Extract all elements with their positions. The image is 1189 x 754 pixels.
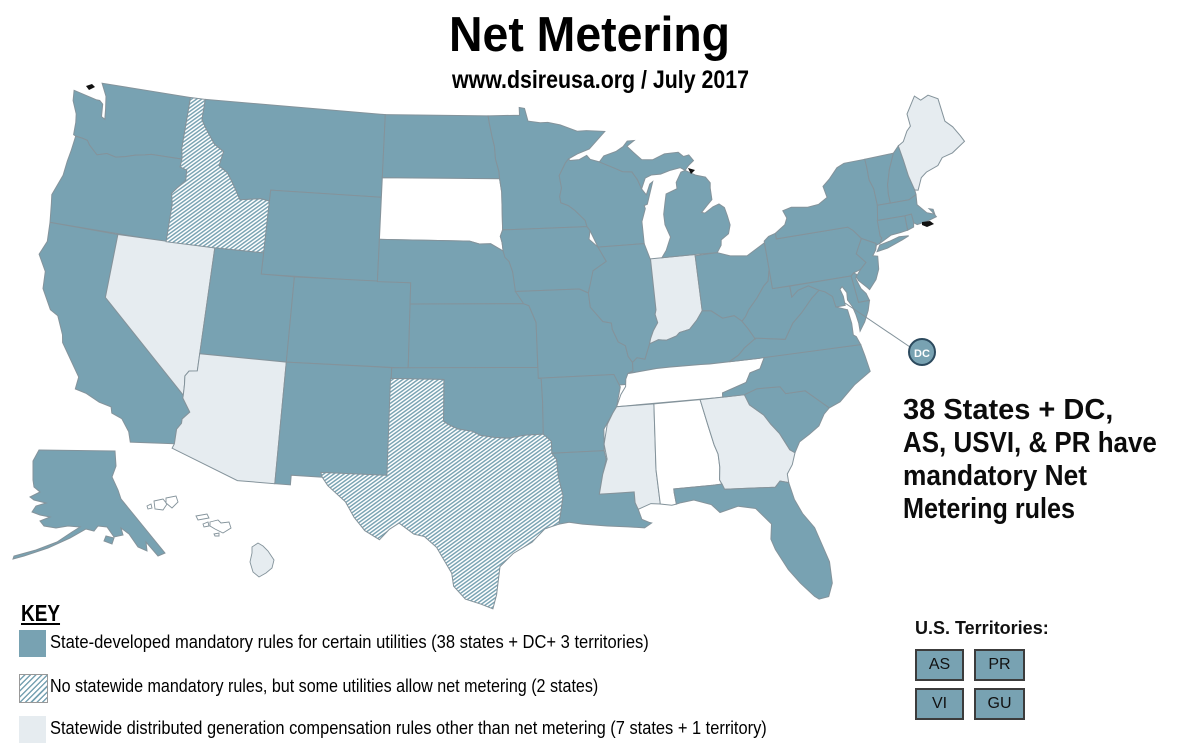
svg-text:DC: DC xyxy=(914,348,930,360)
